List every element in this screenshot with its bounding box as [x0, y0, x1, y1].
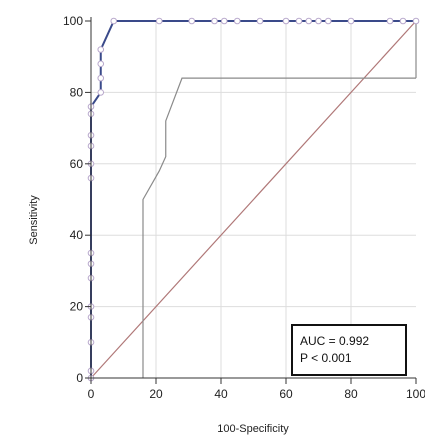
auc-annotation-box: AUC = 0.992 P < 0.001 — [291, 324, 407, 376]
roc-point-17 — [97, 46, 105, 53]
diagonal-line — [90, 20, 417, 379]
plot-frame — [90, 17, 416, 379]
x-tick-label-3: 60 — [279, 387, 293, 401]
roc-point-24 — [256, 17, 264, 25]
roc-point-16 — [97, 60, 105, 68]
y-tick-label-3: 60 — [70, 157, 84, 171]
roc-point-22 — [220, 17, 228, 25]
roc-point-26 — [295, 17, 303, 25]
y-tick-label-1: 20 — [70, 300, 84, 314]
roc-point-20 — [188, 17, 196, 25]
roc-point-19 — [155, 17, 163, 25]
roc-point-14 — [97, 89, 105, 96]
y-tick-label-0: 0 — [76, 371, 83, 385]
roc-point-27 — [305, 17, 313, 25]
x-tick-label-4: 80 — [344, 387, 358, 401]
roc-point-30 — [347, 17, 355, 25]
y-tick-label-4: 80 — [70, 85, 84, 99]
roc-point-23 — [233, 17, 241, 25]
roc-point-28 — [315, 17, 322, 25]
x-axis-title: 100-Specificity — [217, 423, 289, 435]
x-tick-label-2: 40 — [214, 387, 228, 401]
roc-point-25 — [282, 17, 290, 25]
roc-point-21 — [211, 17, 218, 25]
p-value: P < 0.001 — [300, 351, 352, 365]
x-tick-label-0: 0 — [88, 387, 95, 401]
auc-box-border — [291, 324, 407, 376]
axis-ticks: 0 20 40 60 80 100 0 20 40 60 80 100 — [63, 14, 425, 401]
grid-lines — [91, 21, 416, 378]
ci-bound-line — [142, 77, 416, 378]
y-tick-label-5: 100 — [63, 14, 83, 28]
roc-point-31 — [386, 17, 394, 25]
roc-point-18 — [110, 17, 118, 25]
x-tick-label-5: 100 — [406, 387, 425, 401]
y-tick-label-2: 40 — [70, 228, 84, 242]
confidence-curve — [142, 21, 417, 378]
roc-point-15 — [97, 74, 105, 82]
roc-point-29 — [324, 17, 332, 25]
roc-point-33 — [412, 17, 420, 25]
x-tick-label-1: 20 — [149, 387, 163, 401]
diagonal-reference-line — [90, 20, 417, 379]
auc-value: AUC = 0.992 — [300, 334, 369, 348]
roc-point-32 — [399, 17, 407, 25]
y-axis-title: Sensitivity — [28, 195, 40, 245]
